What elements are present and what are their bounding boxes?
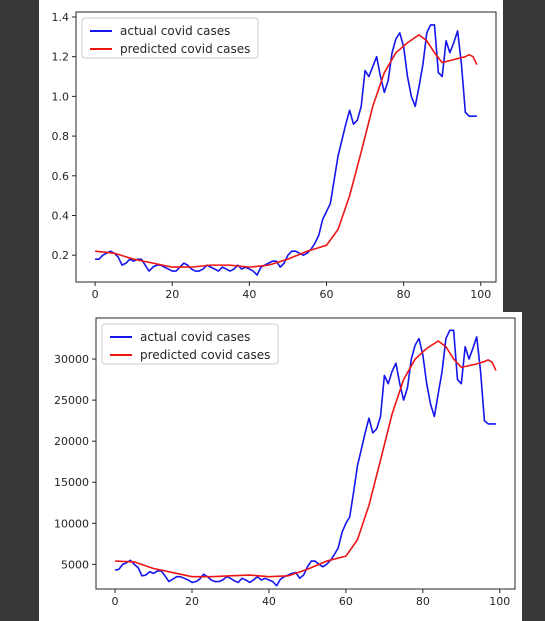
top-line-chart: 0 20 40 60 80 100 0.2 0.4 0.6 0.8 1.0 1.2 1.4 actual … <box>52 11 497 301</box>
top-y-tick-label: 0.2 <box>52 249 70 262</box>
top-x-tick-label: 100 <box>470 288 491 301</box>
top-legend-label-predicted: predicted covid cases <box>120 42 250 56</box>
top-y-tick-label: 1.0 <box>52 90 70 103</box>
top-y-tick-label: 0.4 <box>52 209 70 222</box>
top-x-tick-label: 0 <box>92 288 99 301</box>
bottom-axes-frame <box>95 317 516 590</box>
bottom-x-tick-label: 20 <box>185 595 199 608</box>
top-y-tick-label: 0.8 <box>52 130 70 143</box>
top-chart-panel: 0 20 40 60 80 100 0.2 0.4 0.6 0.8 1.0 1.2 1.4 actual … <box>39 0 503 312</box>
top-series-actual-line <box>95 24 477 276</box>
bottom-y-tick-label: 30000 <box>54 353 89 366</box>
top-y-tick-label: 1.4 <box>52 11 70 24</box>
bottom-legend: actual covid cases predicted covid cases <box>101 323 279 365</box>
bottom-legend-label-actual: actual covid cases <box>140 330 250 344</box>
bottom-x-tick-label: 60 <box>339 595 353 608</box>
bottom-y-tick-label: 15000 <box>54 476 89 489</box>
top-x-tick-label: 20 <box>165 288 179 301</box>
top-legend: actual covid cases predicted covid cases <box>81 17 259 59</box>
top-series-predicted-line <box>95 34 478 268</box>
bottom-chart-panel: 0 20 40 60 80 100 5000 10000 15000 20000 25000 3000… <box>39 312 522 621</box>
bottom-legend-box <box>101 323 279 365</box>
top-y-tick-label: 1.2 <box>52 51 70 64</box>
bottom-x-tick-label: 100 <box>489 595 510 608</box>
bottom-legend-label-predicted: predicted covid cases <box>140 348 270 362</box>
top-x-tick-label: 60 <box>319 288 333 301</box>
bottom-line-chart: 0 20 40 60 80 100 5000 10000 15000 20000 25000 3000… <box>54 317 516 608</box>
bottom-series-predicted-line <box>115 340 497 578</box>
top-legend-box <box>81 17 259 59</box>
top-legend-label-actual: actual covid cases <box>120 24 230 38</box>
bottom-y-tick-label: 5000 <box>61 558 89 571</box>
bottom-x-tick-label: 80 <box>416 595 430 608</box>
bottom-series-actual-line <box>114 329 496 587</box>
top-axes-frame <box>75 11 497 283</box>
bottom-x-tick-label: 40 <box>262 595 276 608</box>
bottom-x-tick-label: 0 <box>112 595 119 608</box>
top-y-tick-label: 0.6 <box>52 170 70 183</box>
top-x-tick-label: 80 <box>397 288 411 301</box>
bottom-y-tick-label: 25000 <box>54 394 89 407</box>
top-x-tick-label: 40 <box>242 288 256 301</box>
bottom-y-tick-label: 20000 <box>54 435 89 448</box>
bottom-y-tick-label: 10000 <box>54 517 89 530</box>
